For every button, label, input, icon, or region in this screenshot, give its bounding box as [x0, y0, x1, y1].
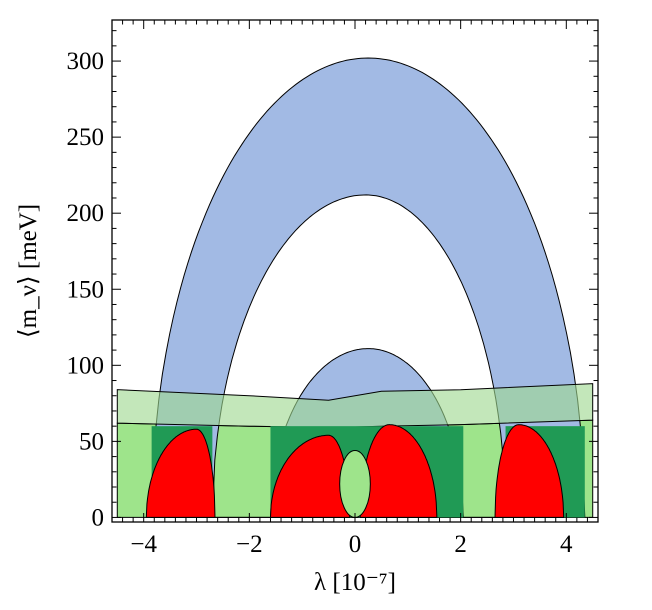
y-tick-label: 250 — [67, 124, 105, 151]
x-tick-label: 4 — [560, 531, 573, 558]
red-lobe-3 — [359, 424, 438, 518]
y-tick-label: 0 — [92, 504, 105, 531]
y-tick-label: 50 — [79, 428, 104, 455]
red-lobes — [145, 424, 565, 518]
x-tick-label: 0 — [349, 531, 362, 558]
plot-regions — [116, 57, 594, 518]
red-lobe-1 — [145, 428, 216, 518]
green-band-upper — [116, 383, 594, 429]
axis-ticks — [112, 20, 598, 522]
y-tick-label: 100 — [67, 352, 105, 379]
y-tick-label: 200 — [67, 200, 105, 227]
red-lobe-4 — [494, 424, 565, 518]
y-tick-labels: 0 50 100 150 200 250 300 — [67, 48, 105, 531]
x-tick-labels: −4 −2 0 2 4 — [130, 531, 573, 558]
x-tick-label: −2 — [236, 531, 263, 558]
red-inner-hole — [339, 450, 371, 518]
x-tick-label: 2 — [454, 531, 467, 558]
blue-arch-band — [151, 57, 586, 518]
y-tick-label: 300 — [67, 48, 105, 75]
y-tick-label: 150 — [67, 276, 105, 303]
x-axis-label: λ [10⁻⁷] — [314, 569, 396, 596]
red-lobe-2 — [269, 434, 351, 518]
y-axis-label: ⟨m_ν⟩ [meV] — [15, 204, 42, 338]
x-tick-label: −4 — [130, 531, 157, 558]
